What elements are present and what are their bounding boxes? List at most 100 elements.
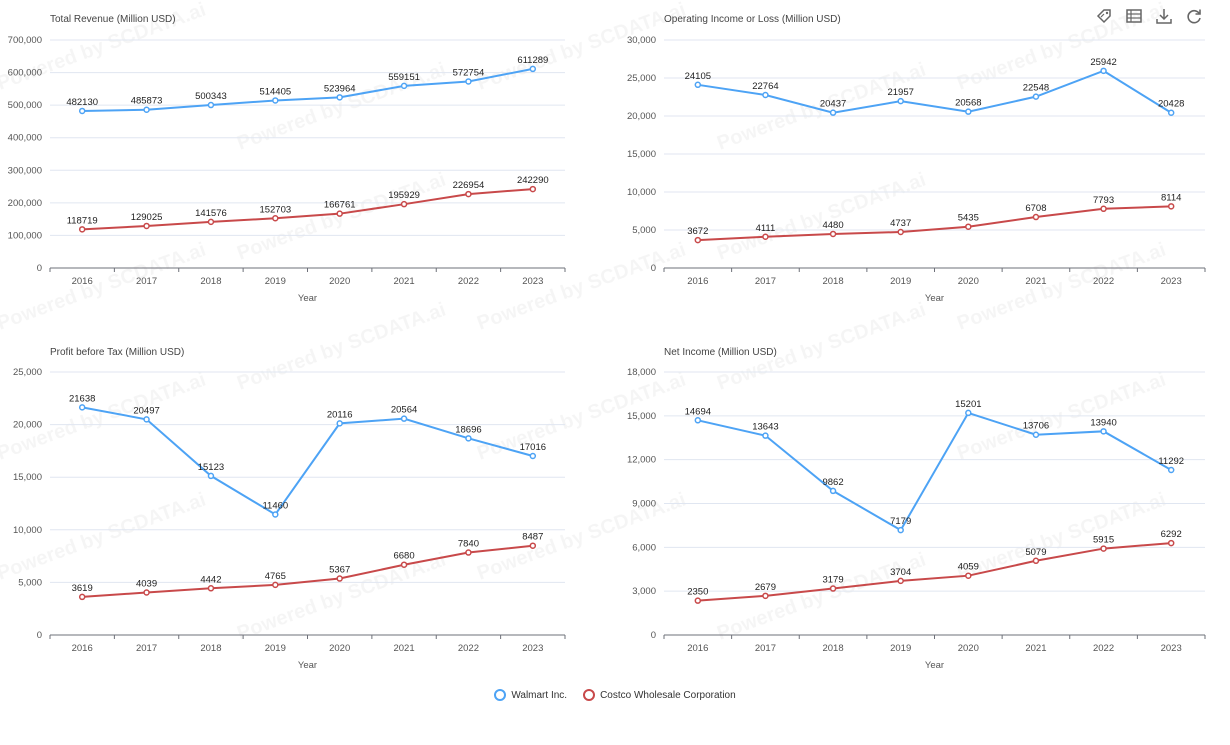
costco-data-label: 242290 (517, 175, 549, 186)
walmart-data-label: 14694 (685, 406, 711, 417)
costco-data-point (529, 542, 537, 549)
costco-data-label: 152703 (259, 204, 291, 215)
y-tick-label: 300,000 (8, 165, 42, 176)
walmart-data-point (143, 106, 150, 113)
y-tick-label: 12,000 (627, 455, 656, 466)
x-tick-label: 2016 (72, 643, 93, 654)
watermark-text: Powered by SCDATA.ai (474, 239, 689, 335)
x-tick-label: 2018 (822, 643, 843, 654)
legend-item-walmart[interactable]: Walmart Inc. (494, 689, 567, 701)
walmart-data-point (1167, 109, 1175, 116)
x-tick-label: 2019 (265, 276, 286, 287)
costco-data-label: 3672 (687, 226, 708, 237)
walmart-data-point (829, 487, 837, 495)
x-tick-label: 2023 (1161, 276, 1182, 287)
y-tick-label: 15,000 (627, 411, 656, 422)
costco-data-point (465, 549, 472, 556)
x-tick-label: 2020 (958, 276, 979, 287)
costco-data-label: 2350 (687, 587, 708, 598)
costco-data-point (965, 572, 972, 579)
download-icon[interactable] (1154, 6, 1174, 26)
costco-data-label: 5367 (329, 565, 350, 576)
costco-data-point (1167, 539, 1175, 547)
walmart-data-label: 13706 (1023, 421, 1049, 432)
x-tick-label: 2021 (393, 276, 414, 287)
x-tick-label: 2023 (522, 643, 543, 654)
x-tick-label: 2020 (329, 276, 350, 287)
walmart-data-label: 13940 (1090, 417, 1116, 428)
costco-data-label: 118719 (67, 215, 98, 226)
costco-data-point (897, 228, 904, 236)
costco-data-point (400, 200, 408, 208)
x-tick-label: 2018 (822, 276, 843, 287)
walmart-data-point (1032, 93, 1040, 100)
y-tick-label: 10,000 (627, 187, 656, 198)
x-tick-label: 2022 (1093, 643, 1114, 654)
chart-title: Operating Income or Loss (Million USD) (664, 14, 841, 25)
walmart-data-label: 20116 (327, 409, 353, 420)
costco-series-line (697, 205, 1172, 242)
legend: Walmart Inc. Costco Wholesale Corporatio… (0, 689, 1230, 701)
y-tick-label: 5,000 (18, 577, 42, 588)
refresh-icon[interactable] (1184, 6, 1204, 26)
y-tick-label: 20,000 (13, 420, 42, 431)
costco-legend-icon (583, 689, 596, 701)
walmart-data-label: 22548 (1023, 83, 1049, 94)
walmart-data-label: 15201 (955, 399, 981, 410)
costco-data-point (1032, 213, 1040, 221)
x-tick-label: 2019 (265, 643, 286, 654)
x-axis-label: Year (925, 293, 944, 304)
costco-data-point (207, 585, 215, 592)
walmart-data-point (762, 432, 769, 439)
walmart-series-line (697, 411, 1172, 532)
legend-label-costco: Costco Wholesale Corporation (600, 689, 736, 701)
walmart-data-point (465, 78, 472, 85)
costco-data-point (965, 223, 972, 230)
costco-data-point (336, 210, 343, 217)
y-tick-label: 9,000 (632, 499, 656, 510)
watermark-text: Powered by SCDATA.ai (234, 169, 449, 265)
costco-data-point (897, 577, 904, 585)
y-tick-label: 100,000 (8, 230, 42, 241)
watermark-text: Powered by SCDATA.ai (0, 489, 209, 585)
walmart-data-point (207, 101, 215, 109)
tag-icon[interactable] (1094, 6, 1114, 26)
y-tick-label: 5,000 (632, 225, 656, 236)
walmart-data-label: 21638 (69, 393, 95, 404)
y-tick-label: 15,000 (627, 149, 656, 160)
walmart-data-point (465, 435, 472, 442)
walmart-data-point (400, 415, 408, 422)
walmart-series-line (82, 406, 534, 516)
watermark-text: Powered by SCDATA.ai (474, 369, 689, 465)
chart-title: Net Income (Million USD) (664, 347, 777, 358)
walmart-data-point (143, 416, 150, 423)
costco-data-point (1100, 545, 1107, 552)
y-tick-label: 400,000 (8, 133, 42, 144)
x-tick-label: 2018 (200, 276, 221, 287)
costco-data-point (762, 592, 769, 600)
walmart-data-point (694, 417, 702, 424)
walmart-data-label: 482130 (66, 97, 98, 108)
watermark-text: Powered by SCDATA.ai (474, 489, 689, 585)
y-tick-label: 600,000 (8, 68, 42, 79)
walmart-data-point (897, 97, 904, 105)
costco-data-label: 3619 (72, 583, 93, 594)
costco-data-point (465, 190, 472, 198)
costco-data-label: 6708 (1025, 203, 1046, 214)
costco-data-point (78, 593, 86, 601)
x-tick-label: 2020 (958, 643, 979, 654)
costco-data-point (207, 218, 215, 226)
costco-data-point (1032, 557, 1040, 565)
costco-data-point (400, 561, 408, 568)
costco-data-label: 4765 (265, 571, 286, 582)
legend-item-costco[interactable]: Costco Wholesale Corporation (583, 689, 736, 701)
walmart-data-point (400, 82, 408, 90)
costco-data-label: 226954 (453, 180, 485, 191)
costco-data-point (829, 585, 837, 592)
costco-data-point (78, 226, 86, 233)
costco-data-point (1167, 203, 1175, 210)
data-view-icon[interactable] (1124, 6, 1144, 26)
y-tick-label: 10,000 (13, 525, 42, 536)
walmart-series-line (82, 67, 534, 112)
costco-data-label: 8114 (1161, 192, 1181, 203)
